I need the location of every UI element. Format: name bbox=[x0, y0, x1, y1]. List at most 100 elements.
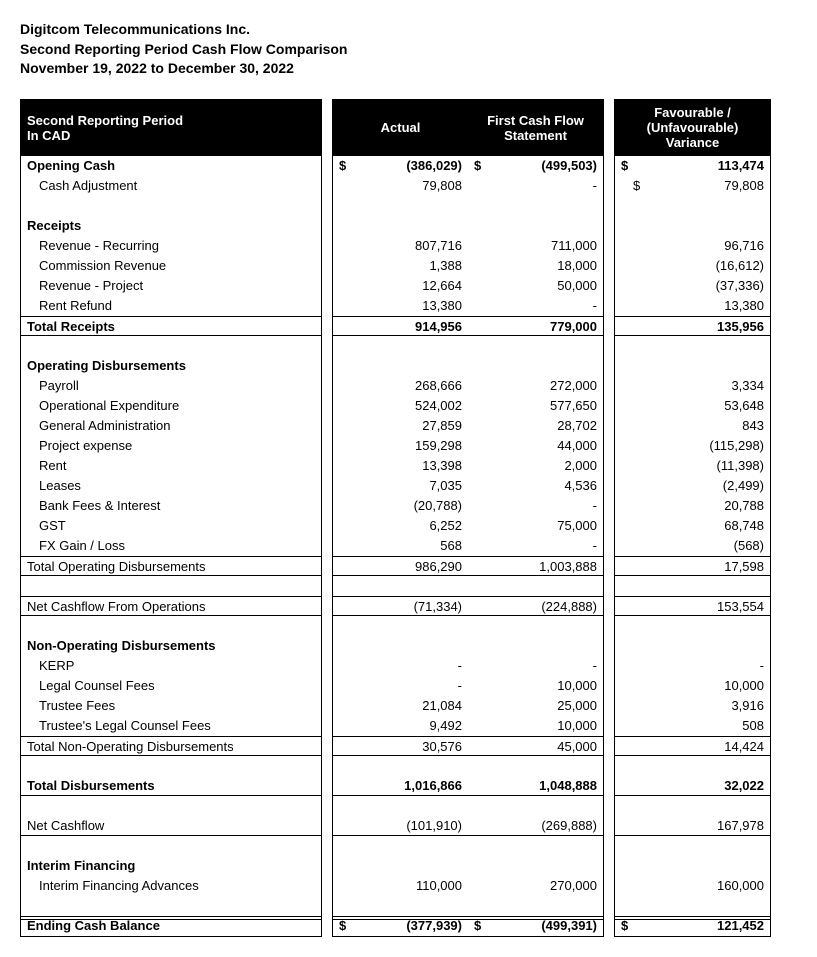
row-label: Total Non-Operating Disbursements bbox=[21, 736, 321, 756]
spacer-row bbox=[21, 576, 321, 596]
spacer-row bbox=[21, 616, 321, 636]
spacer-row bbox=[333, 756, 468, 776]
row-actual: 1,388 bbox=[333, 256, 468, 276]
row-actual: 27,859 bbox=[333, 416, 468, 436]
spacer-row bbox=[615, 616, 770, 636]
row-var: 68,748 bbox=[615, 516, 770, 536]
spacer-row bbox=[21, 796, 321, 816]
spacer-row bbox=[333, 196, 468, 216]
row-first: - bbox=[468, 656, 603, 676]
row-actual: 79,808 bbox=[333, 176, 468, 196]
row-first bbox=[468, 356, 603, 376]
row-first: (224,888) bbox=[468, 596, 603, 616]
first-column: First Cash Flow Statement $(499,503)-711… bbox=[468, 100, 603, 936]
row-actual: $(377,939) bbox=[333, 916, 468, 936]
spacer-row bbox=[468, 756, 603, 776]
report-period: November 19, 2022 to December 30, 2022 bbox=[20, 59, 797, 79]
currency-symbol: $ bbox=[339, 916, 346, 936]
report-title: Second Reporting Period Cash Flow Compar… bbox=[20, 40, 797, 60]
row-actual: 6,252 bbox=[333, 516, 468, 536]
row-var: (115,298) bbox=[615, 436, 770, 456]
row-label: Receipts bbox=[21, 216, 321, 236]
spacer-row bbox=[468, 336, 603, 356]
spacer-row bbox=[615, 336, 770, 356]
currency-symbol: $ bbox=[621, 916, 628, 936]
row-var: 508 bbox=[615, 716, 770, 736]
spacer-row bbox=[468, 576, 603, 596]
actual-column: Actual $(386,029)79,808807,7161,38812,66… bbox=[333, 100, 468, 936]
row-label: Rent bbox=[21, 456, 321, 476]
row-var: (11,398) bbox=[615, 456, 770, 476]
spacer-row bbox=[333, 796, 468, 816]
currency-symbol: $ bbox=[474, 916, 481, 936]
cashflow-table: Second Reporting Period In CAD Opening C… bbox=[20, 99, 797, 937]
row-actual: (101,910) bbox=[333, 816, 468, 836]
row-first: 270,000 bbox=[468, 876, 603, 896]
row-var: 160,000 bbox=[615, 876, 770, 896]
spacer-row bbox=[468, 196, 603, 216]
row-var: 135,956 bbox=[615, 316, 770, 336]
spacer-row bbox=[333, 836, 468, 856]
row-first bbox=[468, 636, 603, 656]
row-actual: 110,000 bbox=[333, 876, 468, 896]
row-label: Leases bbox=[21, 476, 321, 496]
row-first: 10,000 bbox=[468, 716, 603, 736]
row-actual: 12,664 bbox=[333, 276, 468, 296]
row-var: 20,788 bbox=[615, 496, 770, 516]
row-label: Revenue - Project bbox=[21, 276, 321, 296]
row-actual: 914,956 bbox=[333, 316, 468, 336]
row-var bbox=[615, 636, 770, 656]
row-actual: (20,788) bbox=[333, 496, 468, 516]
row-label: Rent Refund bbox=[21, 296, 321, 316]
row-var: 167,978 bbox=[615, 816, 770, 836]
row-actual: 13,380 bbox=[333, 296, 468, 316]
row-first: 4,536 bbox=[468, 476, 603, 496]
row-label: General Administration bbox=[21, 416, 321, 436]
labels-header-line1: Second Reporting Period bbox=[27, 113, 315, 128]
main-columns: Actual $(386,029)79,808807,7161,38812,66… bbox=[332, 99, 604, 937]
row-var: $113,474 bbox=[615, 156, 770, 176]
row-first: - bbox=[468, 536, 603, 556]
row-first: 577,650 bbox=[468, 396, 603, 416]
spacer-row bbox=[468, 836, 603, 856]
row-actual bbox=[333, 216, 468, 236]
row-var bbox=[615, 356, 770, 376]
row-label: FX Gain / Loss bbox=[21, 536, 321, 556]
row-first: $(499,503) bbox=[468, 156, 603, 176]
row-actual: - bbox=[333, 656, 468, 676]
row-first: 272,000 bbox=[468, 376, 603, 396]
cell-value: (499,391) bbox=[481, 916, 597, 936]
row-var: 96,716 bbox=[615, 236, 770, 256]
row-actual: 568 bbox=[333, 536, 468, 556]
row-label: Operational Expenditure bbox=[21, 396, 321, 416]
row-label: Total Disbursements bbox=[21, 776, 321, 796]
spacer-row bbox=[615, 576, 770, 596]
row-first: 1,048,888 bbox=[468, 776, 603, 796]
row-actual: 7,035 bbox=[333, 476, 468, 496]
row-label: Operating Disbursements bbox=[21, 356, 321, 376]
currency-symbol: $ bbox=[339, 156, 346, 176]
actual-header: Actual bbox=[333, 100, 468, 156]
row-first: - bbox=[468, 176, 603, 196]
spacer-row bbox=[21, 336, 321, 356]
currency-symbol: $ bbox=[621, 156, 628, 176]
row-first: 44,000 bbox=[468, 436, 603, 456]
row-var: (37,336) bbox=[615, 276, 770, 296]
row-label: Commission Revenue bbox=[21, 256, 321, 276]
row-actual: 9,492 bbox=[333, 716, 468, 736]
row-actual: 524,002 bbox=[333, 396, 468, 416]
first-header: First Cash Flow Statement bbox=[468, 100, 603, 156]
row-first bbox=[468, 856, 603, 876]
spacer-row bbox=[21, 196, 321, 216]
row-var: (2,499) bbox=[615, 476, 770, 496]
row-label: Interim Financing bbox=[21, 856, 321, 876]
row-label: Interim Financing Advances bbox=[21, 876, 321, 896]
row-var: $79,808 bbox=[615, 176, 770, 196]
spacer-row bbox=[333, 336, 468, 356]
cell-value: (499,503) bbox=[481, 156, 597, 176]
row-first: 50,000 bbox=[468, 276, 603, 296]
row-label: Total Receipts bbox=[21, 316, 321, 336]
row-actual bbox=[333, 356, 468, 376]
spacer-row bbox=[333, 616, 468, 636]
row-label: Non-Operating Disbursements bbox=[21, 636, 321, 656]
